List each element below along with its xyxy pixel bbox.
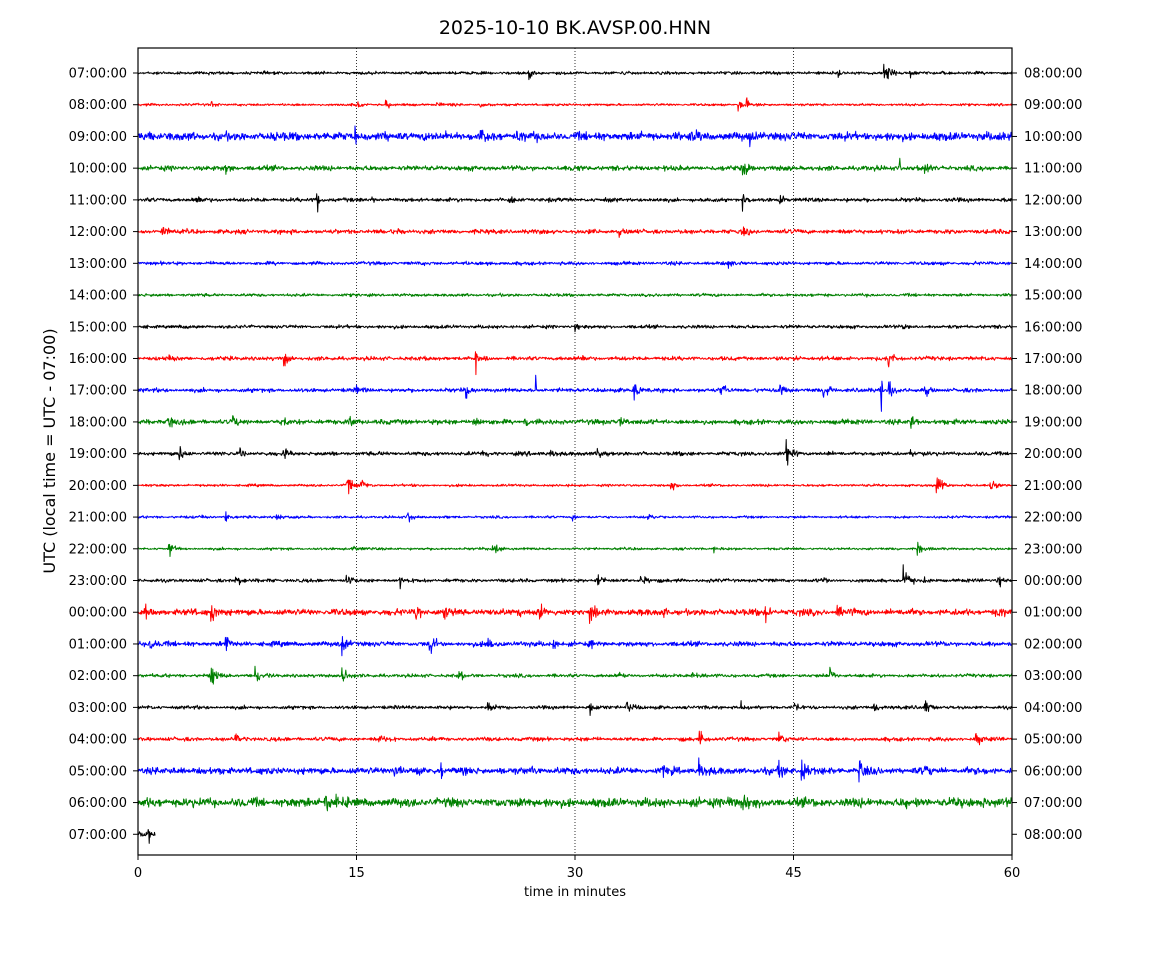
trace-060000-row23 bbox=[137, 793, 1013, 812]
x-tick-label: 15 bbox=[348, 866, 365, 881]
y-tick-label-right: 02:00:00 bbox=[1024, 637, 1082, 652]
trace-030000-row20 bbox=[137, 700, 1013, 716]
y-tick-label-right: 20:00:00 bbox=[1024, 447, 1082, 462]
y-tick-label-left: 06:00:00 bbox=[69, 796, 127, 811]
y-tick-label-right: 08:00:00 bbox=[1024, 828, 1082, 843]
y-tick-label-left: 23:00:00 bbox=[69, 574, 127, 589]
x-tick-label: 45 bbox=[785, 866, 802, 881]
trace-180000-row11 bbox=[137, 415, 1013, 429]
trace-080000-row1 bbox=[137, 97, 1013, 112]
y-tick-label-left: 07:00:00 bbox=[69, 67, 127, 82]
y-ticks-left: 07:00:00 08:00:00 09:00:00 10:00:00 11:00:00… bbox=[69, 67, 138, 843]
trace-070000-row0 bbox=[137, 63, 1013, 81]
y-tick-label-left: 17:00:00 bbox=[69, 384, 127, 399]
trace-000000-row17 bbox=[137, 603, 1013, 624]
y-tick-label-right: 00:00:00 bbox=[1024, 574, 1082, 589]
trace-130000-row6 bbox=[137, 260, 1013, 269]
y-tick-label-left: 02:00:00 bbox=[69, 669, 127, 684]
trace-120000-row5 bbox=[137, 226, 1013, 238]
y-tick-label-right: 07:00:00 bbox=[1024, 796, 1082, 811]
y-tick-label-right: 14:00:00 bbox=[1024, 257, 1082, 272]
y-tick-label-left: 05:00:00 bbox=[69, 764, 127, 779]
y-tick-label-right: 11:00:00 bbox=[1024, 162, 1082, 177]
y-tick-label-right: 19:00:00 bbox=[1024, 415, 1082, 430]
y-tick-label-left: 13:00:00 bbox=[69, 257, 127, 272]
y-tick-label-left: 00:00:00 bbox=[69, 606, 127, 621]
y-tick-label-right: 09:00:00 bbox=[1024, 98, 1082, 113]
y-tick-label-left: 21:00:00 bbox=[69, 511, 127, 526]
y-tick-label-left: 11:00:00 bbox=[69, 193, 127, 208]
y-tick-label-right: 23:00:00 bbox=[1024, 542, 1082, 557]
y-tick-label-right: 06:00:00 bbox=[1024, 764, 1082, 779]
trace-220000-row15 bbox=[137, 541, 1013, 557]
trace-230000-row16 bbox=[137, 564, 1013, 590]
trace-050000-row22 bbox=[137, 757, 1013, 783]
y-tick-label-right: 01:00:00 bbox=[1024, 606, 1082, 621]
y-tick-label-left: 09:00:00 bbox=[69, 130, 127, 145]
y-tick-label-right: 10:00:00 bbox=[1024, 130, 1082, 145]
y-tick-label-left: 14:00:00 bbox=[69, 289, 127, 304]
y-tick-label-right: 22:00:00 bbox=[1024, 511, 1082, 526]
y-tick-label-left: 20:00:00 bbox=[69, 479, 127, 494]
trace-070000-row24 bbox=[137, 829, 156, 844]
y-tick-label-left: 10:00:00 bbox=[69, 162, 127, 177]
y-tick-label-left: 01:00:00 bbox=[69, 637, 127, 652]
grid-lines bbox=[356, 48, 794, 855]
y-tick-label-right: 16:00:00 bbox=[1024, 320, 1082, 335]
y-tick-label-right: 04:00:00 bbox=[1024, 701, 1082, 716]
y-tick-label-left: 18:00:00 bbox=[69, 415, 127, 430]
x-tick-label: 60 bbox=[1004, 866, 1021, 881]
y-tick-label-left: 08:00:00 bbox=[69, 98, 127, 113]
trace-020000-row19 bbox=[137, 665, 1013, 685]
x-tick-label: 0 bbox=[134, 866, 142, 881]
trace-090000-row2 bbox=[137, 125, 1013, 148]
trace-190000-row12 bbox=[137, 439, 1013, 466]
y-ticks-right: 08:00:00 09:00:00 10:00:00 11:00:00 12:00:00… bbox=[1012, 67, 1082, 843]
y-tick-label-left: 03:00:00 bbox=[69, 701, 127, 716]
y-tick-label-right: 08:00:00 bbox=[1024, 67, 1082, 82]
y-tick-label-right: 05:00:00 bbox=[1024, 733, 1082, 748]
y-tick-label-right: 15:00:00 bbox=[1024, 289, 1082, 304]
trace-100000-row3 bbox=[137, 157, 1013, 176]
y-tick-label-left: 07:00:00 bbox=[69, 828, 127, 843]
trace-210000-row14 bbox=[137, 511, 1013, 523]
x-tick-label: 30 bbox=[567, 866, 584, 881]
trace-160000-row9 bbox=[137, 351, 1013, 376]
y-tick-label-left: 22:00:00 bbox=[69, 542, 127, 557]
y-tick-label-right: 12:00:00 bbox=[1024, 193, 1082, 208]
trace-150000-row8 bbox=[137, 323, 1013, 333]
y-tick-label-left: 19:00:00 bbox=[69, 447, 127, 462]
trace-110000-row4 bbox=[137, 193, 1013, 213]
trace-200000-row13 bbox=[137, 477, 1013, 495]
y-tick-label-right: 21:00:00 bbox=[1024, 479, 1082, 494]
y-tick-label-left: 16:00:00 bbox=[69, 352, 127, 367]
x-ticks: 0 15 30 45 60 bbox=[134, 855, 1020, 881]
y-tick-label-left: 15:00:00 bbox=[69, 320, 127, 335]
traces bbox=[137, 63, 1013, 844]
y-tick-label-left: 12:00:00 bbox=[69, 225, 127, 240]
y-tick-label-right: 18:00:00 bbox=[1024, 384, 1082, 399]
y-axis-label: UTC (local time = UTC - 07:00) bbox=[40, 328, 59, 573]
y-tick-label-right: 17:00:00 bbox=[1024, 352, 1082, 367]
trace-170000-row10 bbox=[137, 374, 1013, 412]
trace-010000-row18 bbox=[137, 636, 1013, 657]
y-tick-label-right: 13:00:00 bbox=[1024, 225, 1082, 240]
trace-140000-row7 bbox=[137, 292, 1013, 298]
chart-title: 2025-10-10 BK.AVSP.00.HNN bbox=[439, 17, 711, 39]
x-axis-label: time in minutes bbox=[524, 885, 626, 900]
y-tick-label-right: 03:00:00 bbox=[1024, 669, 1082, 684]
trace-040000-row21 bbox=[137, 730, 1013, 746]
y-tick-label-left: 04:00:00 bbox=[69, 733, 127, 748]
